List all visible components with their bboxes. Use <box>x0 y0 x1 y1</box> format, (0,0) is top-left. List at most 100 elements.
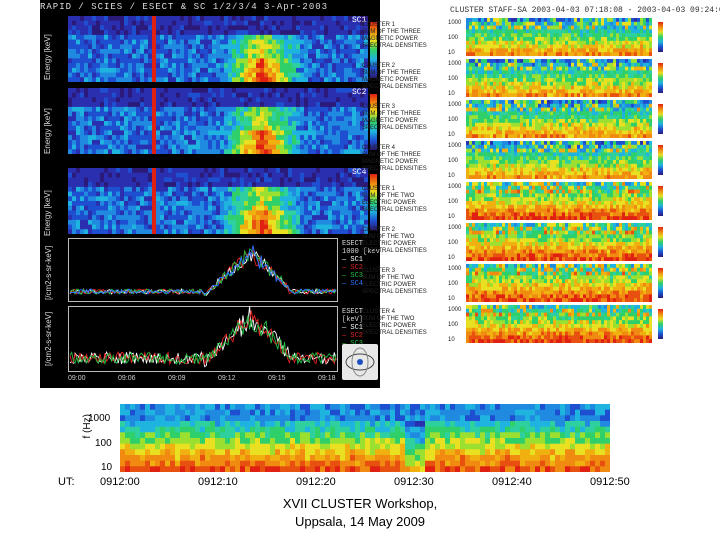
spectrogram-sc1 <box>68 16 368 82</box>
spectrogram-pixels <box>466 100 652 138</box>
staff-spectrogram <box>466 305 652 343</box>
spectrogram-sc4 <box>68 168 368 234</box>
spectrogram-pixels <box>68 168 368 234</box>
staff-spectrogram <box>466 59 652 97</box>
series-sc3 <box>69 315 337 366</box>
staff-panel-label: CLUSTER 4 SUM OF THE TWO ELECTRIC POWER … <box>362 309 427 336</box>
staff-freq-tick: 100 <box>448 322 459 328</box>
legend-sc2: — SC2 <box>342 264 364 272</box>
staff-freq-tick: 10 <box>448 132 455 138</box>
bottom-xtick: 0912:50 <box>590 476 630 488</box>
spectrogram-pixels <box>466 141 652 179</box>
staff-freq-tick: 10 <box>448 296 455 302</box>
staff-freq-tick: 100 <box>448 240 459 246</box>
series-sc2 <box>69 249 337 297</box>
bottom-xtick: 0912:40 <box>492 476 532 488</box>
bottom-ytick-10: 10 <box>101 462 113 473</box>
bottom-ytick-1000: 1000 <box>88 413 111 424</box>
staff-panel-label: CLUSTER 2 SUM OF THE THREE MAGNETIC POWE… <box>362 63 427 90</box>
bottom-spectrogram <box>120 404 610 472</box>
spectrogram-pixels <box>466 18 652 56</box>
orbit-icon <box>345 347 375 377</box>
lineplot-2-ylabel: [/cm2-s-sr-keV] <box>44 311 53 366</box>
staff-panel-label: CLUSTER 2 SUM OF THE TWO ELECTRIC POWER … <box>362 227 427 254</box>
bottom-x-axis: 0912:00 0912:10 0912:20 0912:30 0912:40 0912:… <box>100 476 640 490</box>
lineplot-1-header2: 1000 [kev] <box>342 248 385 256</box>
ut-label: UT: <box>58 476 75 488</box>
flux-lineplot-2 <box>68 306 338 372</box>
staff-freq-tick: 100 <box>448 76 459 82</box>
staff-freq-tick: 100 <box>448 281 459 287</box>
orbit-thumbnail <box>342 344 378 380</box>
staff-freq-tick: 10 <box>448 337 455 343</box>
series-sc4 <box>69 245 337 296</box>
staff-freq-tick: 10 <box>448 91 455 97</box>
caption-line-2: Uppsala, 14 May 2009 <box>294 514 426 529</box>
sc4-tag: SC4 <box>352 168 367 177</box>
staff-colorbar <box>658 22 663 52</box>
left-xtick: 09:09 <box>168 375 186 382</box>
lineplot-2-header: ESECT <box>342 308 364 316</box>
staff-colorbar <box>658 186 663 216</box>
spectrogram-pixels <box>466 182 652 220</box>
left-xtick: 09:06 <box>118 375 136 382</box>
staff-colorbar <box>658 104 663 134</box>
legend-sc2: — SC2 <box>342 332 364 340</box>
left-xtick: 09:00 <box>68 375 86 382</box>
left-xtick: 09:12 <box>218 375 236 382</box>
rapid-panel-title: RAPID / SCIES / ESECT & SC 1/2/3/4 3-Apr… <box>40 2 329 12</box>
legend-sc4: — SC4 <box>342 280 364 288</box>
sc1-tag: SC1 <box>352 16 367 25</box>
spectrogram-2-ylabel: Energy [keV] <box>43 108 52 154</box>
staff-panel-label: CLUSTER 1 SUM OF THE TWO ELECTRIC POWER … <box>362 186 427 213</box>
staff-spectrogram <box>466 223 652 261</box>
staff-spectrogram <box>466 182 652 220</box>
staff-freq-tick: 10 <box>448 255 455 261</box>
spectrogram-pixels <box>466 223 652 261</box>
staff-panel-label: CLUSTER 3 SUM OF THE TWO ELECTRIC POWER … <box>362 268 427 295</box>
spectrogram-pixels <box>120 404 610 472</box>
staff-colorbar <box>658 63 663 93</box>
staff-freq-tick: 10 <box>448 173 455 179</box>
staff-freq-tick: 1000 <box>448 102 462 108</box>
spectrogram-sc2 <box>68 88 368 154</box>
series-sc3 <box>69 248 337 297</box>
legend-sc1: — SC1 <box>342 324 364 332</box>
lineplot-1-legend: ESECT 1000 [kev] — SC1— SC2— SC3— SC4 <box>342 240 385 288</box>
rapid-x-axis: 09:00 09:06 09:09 09:12 09:15 09:18 <box>68 375 338 387</box>
lineplot-1-ylabel: [/cm2-s-sr-keV] <box>44 245 53 300</box>
staff-freq-tick: 100 <box>448 199 459 205</box>
rapid-composite-panel: RAPID / SCIES / ESECT & SC 1/2/3/4 3-Apr… <box>40 0 385 388</box>
staff-spectrogram <box>466 18 652 56</box>
left-xtick: 09:18 <box>318 375 336 382</box>
staff-colorbar <box>658 145 663 175</box>
staff-freq-tick: 100 <box>448 35 459 41</box>
bottom-ytick-100: 100 <box>95 438 112 449</box>
bottom-xtick: 0912:20 <box>296 476 336 488</box>
bottom-xtick: 0912:00 <box>100 476 140 488</box>
staff-freq-tick: 1000 <box>448 20 462 26</box>
staff-panel-label: CLUSTER 1 SUM OF THE THREE MAGNETIC POWE… <box>362 22 427 49</box>
sc2-tag: SC2 <box>352 88 367 97</box>
spectrogram-pixels <box>68 88 368 154</box>
staff-freq-tick: 100 <box>448 117 459 123</box>
spectrogram-pixels <box>466 264 652 302</box>
bottom-xtick: 0912:10 <box>198 476 238 488</box>
staff-colorbar <box>658 227 663 257</box>
staff-colorbar <box>658 309 663 339</box>
staff-colorbar <box>658 268 663 298</box>
lineplot-1-header: ESECT <box>342 240 364 248</box>
staff-freq-tick: 1000 <box>448 225 462 231</box>
staff-freq-tick: 1000 <box>448 266 462 272</box>
colorbar-2 <box>370 94 377 150</box>
spectrogram-pixels <box>466 305 652 343</box>
staff-panel-label: CLUSTER 4 SUM OF THE THREE MAGNETIC POWE… <box>362 145 427 172</box>
plot-frame <box>68 306 338 372</box>
staff-spectrogram <box>466 100 652 138</box>
staff-composite-panel: CLUSTER STAFF-SA 2003-04-03 07:18:08 - 2… <box>362 0 720 378</box>
staff-panel-title: CLUSTER STAFF-SA 2003-04-03 07:18:08 - 2… <box>450 6 720 15</box>
spectrogram-pixels <box>68 16 368 82</box>
caption-line-1: XVII CLUSTER Workshop, <box>282 496 438 511</box>
staff-spectrogram <box>466 264 652 302</box>
spectrogram-3-ylabel: Energy [keV] <box>43 190 52 236</box>
